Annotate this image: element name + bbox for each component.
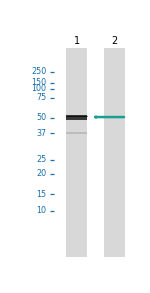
Text: 15: 15 (37, 190, 47, 199)
Bar (104, 47, 124, 257)
Text: 25: 25 (36, 155, 47, 164)
Text: 100: 100 (32, 84, 47, 93)
Text: 150: 150 (32, 78, 47, 87)
Text: 50: 50 (37, 113, 47, 122)
Text: 2: 2 (111, 36, 117, 46)
Text: 1: 1 (74, 36, 80, 46)
Bar (66, 132, 87, 134)
Text: 20: 20 (37, 169, 47, 178)
Text: 37: 37 (37, 129, 47, 138)
Bar (66, 47, 87, 257)
Text: 10: 10 (37, 206, 47, 215)
Text: 250: 250 (31, 67, 47, 76)
Text: 75: 75 (36, 93, 47, 102)
Bar (66, 115, 87, 120)
